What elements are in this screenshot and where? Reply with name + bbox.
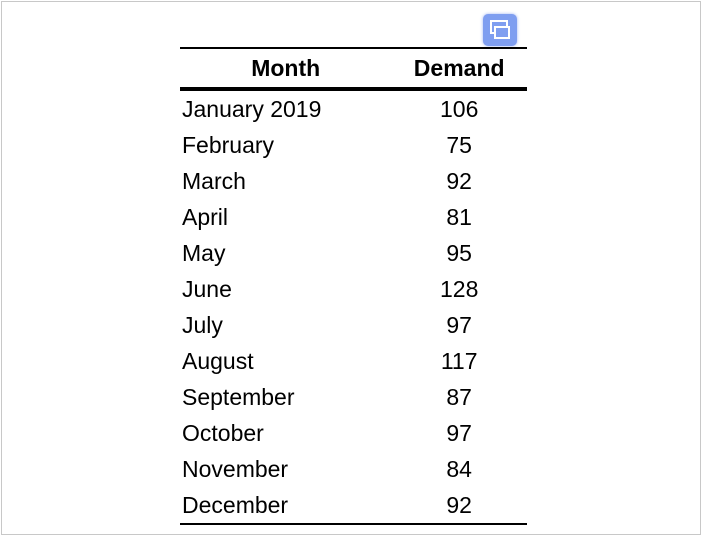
- demand-cell: 81: [446, 203, 472, 230]
- month-cell: August: [182, 347, 254, 374]
- demand-cell: 97: [446, 311, 472, 338]
- month-cell: April: [182, 203, 229, 230]
- month-cell: January 2019: [182, 95, 322, 122]
- demand-cell: 75: [446, 131, 472, 158]
- popout-icon[interactable]: [483, 14, 517, 46]
- demand-cell: 117: [440, 347, 478, 374]
- demand-cell: 92: [391, 487, 527, 525]
- demand-cell: 95: [446, 239, 472, 266]
- header-cell: Demand: [391, 47, 527, 91]
- table-row: February 75: [180, 127, 527, 163]
- table-row: July 97: [180, 307, 527, 343]
- table-body: January 2019 106 February 75 March 92 April 81 M…: [180, 89, 527, 525]
- header-row: Month Demand: [180, 47, 527, 91]
- icon-graphic: [490, 20, 510, 39]
- month-cell: December: [180, 487, 392, 525]
- table-row: September 87: [180, 379, 527, 415]
- demand-cell: 84: [446, 455, 472, 482]
- table-row: August 117: [180, 343, 527, 379]
- month-cell: March: [182, 167, 246, 194]
- demand-cell: 87: [446, 383, 472, 410]
- month-cell: July: [182, 311, 223, 338]
- month-cell: September: [182, 383, 295, 410]
- month-cell: February: [182, 131, 275, 158]
- month-cell: November: [182, 455, 289, 482]
- table-row: December 92: [180, 487, 527, 525]
- demand-cell: 106: [439, 95, 479, 122]
- header-cell: Month: [180, 47, 392, 91]
- table-row: April 81: [180, 199, 527, 235]
- demand-cell: 97: [446, 419, 472, 446]
- month-cell: October: [182, 419, 264, 446]
- month-cell: June: [182, 275, 232, 302]
- table-row: June 128: [180, 271, 527, 307]
- demand-table: Month Demand January 2019 106 February 75 Ma…: [180, 47, 527, 525]
- demand-cell: 128: [439, 275, 479, 302]
- table-row: October 97: [180, 415, 527, 451]
- month-cell: May: [182, 239, 226, 266]
- table-row: May 95: [180, 235, 527, 271]
- demand-cell: 92: [446, 167, 472, 194]
- table-row: January 2019 106: [180, 89, 527, 127]
- table-row: March 92: [180, 163, 527, 199]
- table-row: November 84: [180, 451, 527, 487]
